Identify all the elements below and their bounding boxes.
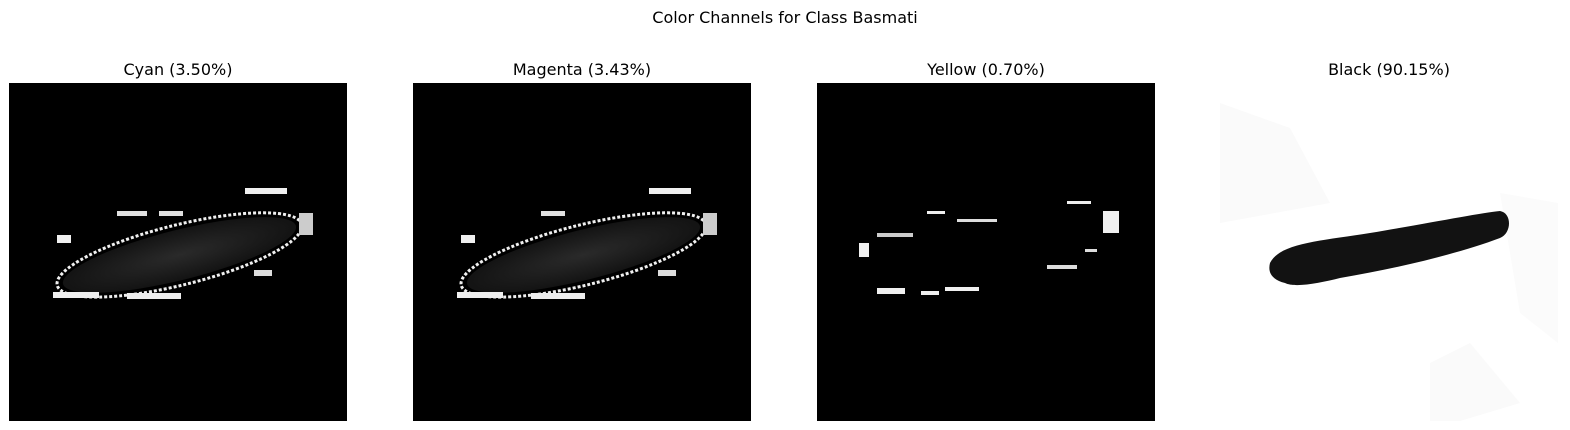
- panel-title-cyan: Cyan (3.50%): [123, 60, 233, 79]
- panel-title-yellow: Yellow (0.70%): [927, 60, 1045, 79]
- cyan-channel-image: [9, 83, 347, 421]
- yellow-channel-image: [817, 83, 1155, 421]
- panel-cyan: Cyan (3.50%): [9, 58, 347, 421]
- panel-yellow: Yellow (0.70%): [817, 58, 1155, 421]
- panel-black: Black (90.15%): [1220, 58, 1558, 421]
- black-channel-image: [1220, 83, 1558, 421]
- panel-title-magenta: Magenta (3.43%): [512, 60, 652, 79]
- magenta-channel-image: [413, 83, 751, 421]
- panel-magenta: Magenta (3.43%): [413, 58, 751, 421]
- panel-title-black: Black (90.15%): [1328, 60, 1450, 79]
- figure-title: Color Channels for Class Basmati: [652, 8, 918, 27]
